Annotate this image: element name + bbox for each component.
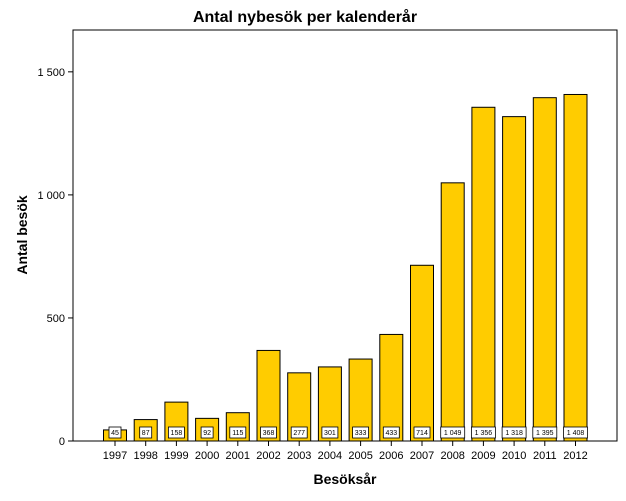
x-tick-label: 2012 — [563, 450, 587, 462]
data-label: 277 — [293, 430, 305, 437]
bar — [379, 333, 404, 442]
data-label-box — [532, 426, 558, 439]
data-label-box — [321, 426, 339, 439]
x-axis: 1997 1998 1999 2000 2001 2002 2003 2004 2005 2006… — [103, 441, 588, 462]
data-label-box — [108, 426, 122, 439]
x-axis-title: Besöksår — [313, 471, 377, 487]
x-tick-label: 2005 — [348, 450, 372, 462]
data-label-box — [260, 426, 277, 439]
data-label-box — [440, 426, 466, 439]
y-tick-label: 1 500 — [37, 67, 65, 79]
bar — [502, 116, 527, 442]
x-tick-label: 2008 — [440, 450, 464, 462]
data-label: 333 — [355, 430, 367, 437]
data-label: 301 — [324, 430, 336, 437]
x-tick-label: 2006 — [379, 450, 403, 462]
bar — [410, 264, 434, 442]
data-label-box — [382, 426, 400, 439]
bar — [532, 97, 557, 442]
x-tick-label: 1997 — [103, 450, 127, 462]
y-tick-label: 1 000 — [37, 190, 65, 202]
bar — [440, 182, 465, 442]
x-tick-label: 2009 — [471, 450, 495, 462]
bars-group — [103, 93, 588, 442]
data-label-box — [200, 426, 214, 439]
data-label: 1 395 — [536, 430, 554, 437]
x-tick-label: 2003 — [287, 450, 311, 462]
data-label: 115 — [232, 430, 243, 437]
x-tick-label: 1998 — [133, 450, 157, 462]
data-label: 433 — [385, 430, 397, 437]
x-tick-label: 2004 — [318, 450, 342, 462]
data-label: 1 356 — [475, 430, 493, 437]
y-axis: 0 500 1 000 1 500 — [37, 67, 73, 448]
data-label: 368 — [263, 430, 275, 437]
x-tick-label: 2000 — [195, 450, 219, 462]
data-label: 158 — [171, 430, 183, 437]
data-label: 1 408 — [567, 430, 585, 437]
data-label: 45 — [111, 430, 119, 437]
x-tick-label: 2002 — [256, 450, 280, 462]
bar — [471, 106, 496, 442]
data-label-box — [352, 426, 370, 439]
chart-title: Antal nybesök per kalenderår — [193, 8, 417, 26]
bar — [287, 372, 312, 442]
data-label-box — [563, 426, 588, 439]
data-label-box — [470, 426, 496, 439]
data-label: 1 318 — [505, 430, 523, 437]
y-tick-label: 500 — [47, 313, 65, 325]
y-axis-title: Antal besök — [14, 195, 30, 275]
bar — [256, 349, 281, 442]
data-label-box — [413, 426, 431, 439]
data-label-box — [501, 426, 527, 439]
bar — [317, 366, 342, 442]
x-tick-label: 2001 — [226, 450, 250, 462]
x-tick-label: 2010 — [502, 450, 526, 462]
data-label-box — [167, 426, 185, 439]
data-label: 87 — [142, 430, 150, 437]
y-tick-label: 0 — [59, 436, 65, 448]
bar — [563, 93, 588, 442]
data-label: 714 — [416, 430, 428, 437]
bar — [348, 358, 373, 442]
x-tick-label: 1999 — [164, 450, 188, 462]
x-tick-label: 2011 — [533, 450, 557, 462]
data-label-box — [229, 426, 247, 439]
x-tick-label: 2007 — [410, 450, 434, 462]
data-label: 92 — [203, 430, 211, 437]
data-label-box — [290, 426, 308, 439]
data-label: 1 049 — [444, 430, 462, 437]
data-label-box — [139, 426, 153, 439]
plot-frame — [72, 29, 618, 442]
data-labels-group: 45 87 158 92 115 368 277 301 333 433 714 1 049 1 356… — [108, 426, 588, 439]
